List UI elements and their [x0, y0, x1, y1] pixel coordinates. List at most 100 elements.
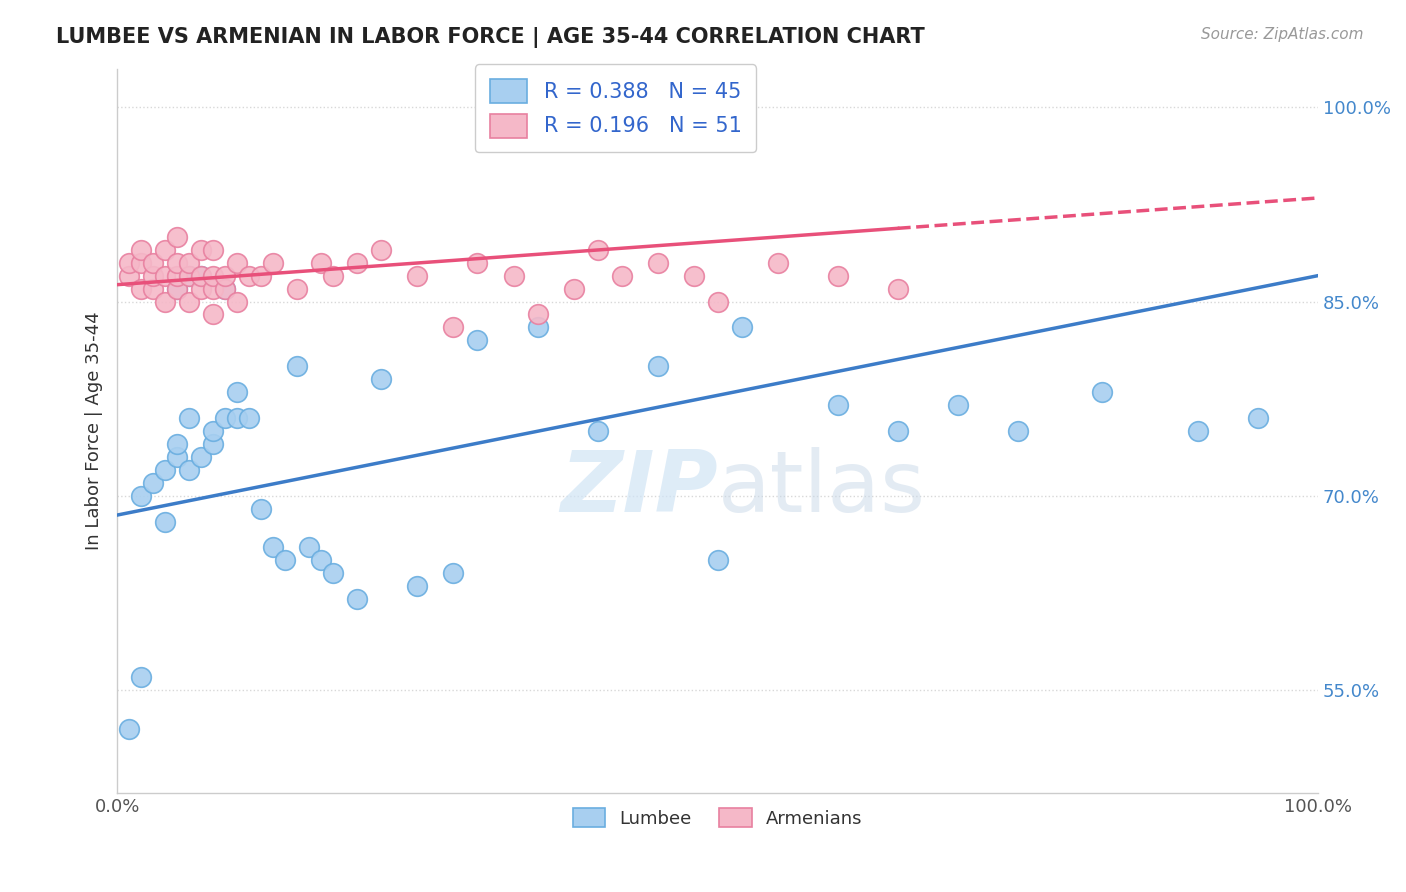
Point [118, 255, 141, 269]
Point [155, 268, 177, 283]
Point [129, 255, 152, 269]
Point [311, 553, 333, 567]
Point [202, 281, 225, 295]
Point [322, 566, 344, 581]
Point [202, 243, 225, 257]
Point [370, 243, 392, 257]
Point [179, 463, 201, 477]
Point [129, 281, 152, 295]
Point [946, 398, 969, 412]
Point [262, 541, 284, 555]
Point [190, 281, 212, 295]
Point [155, 294, 177, 309]
Point [298, 541, 321, 555]
Point [118, 722, 141, 736]
Point [179, 294, 201, 309]
Point [467, 334, 489, 348]
Point [129, 489, 152, 503]
Point [682, 268, 704, 283]
Point [502, 268, 524, 283]
Y-axis label: In Labor Force | Age 35-44: In Labor Force | Age 35-44 [86, 311, 103, 550]
Point [166, 281, 188, 295]
Text: ZIP: ZIP [560, 448, 717, 531]
Point [142, 281, 165, 295]
Point [226, 294, 249, 309]
Point [226, 255, 249, 269]
Point [166, 437, 188, 451]
Point [706, 553, 728, 567]
Point [647, 255, 669, 269]
Point [118, 268, 141, 283]
Point [250, 268, 273, 283]
Point [190, 243, 212, 257]
Point [226, 385, 249, 400]
Point [214, 281, 236, 295]
Point [202, 308, 225, 322]
Point [827, 268, 849, 283]
Point [586, 243, 609, 257]
Point [129, 243, 152, 257]
Point [526, 308, 548, 322]
Point [190, 268, 212, 283]
Point [322, 268, 344, 283]
Point [370, 372, 392, 386]
Point [285, 281, 308, 295]
Point [226, 411, 249, 425]
Point [214, 268, 236, 283]
Point [1187, 424, 1209, 438]
Point [887, 281, 910, 295]
Point [285, 359, 308, 374]
Point [1091, 385, 1114, 400]
Point [214, 411, 236, 425]
Point [526, 320, 548, 334]
Point [766, 255, 789, 269]
Point [166, 255, 188, 269]
Legend: Lumbee, Armenians: Lumbee, Armenians [565, 801, 870, 835]
Point [1007, 424, 1029, 438]
Point [887, 424, 910, 438]
Point [346, 592, 368, 607]
Point [179, 268, 201, 283]
Text: atlas: atlas [717, 448, 925, 531]
Point [467, 255, 489, 269]
Point [190, 268, 212, 283]
Point [706, 294, 728, 309]
Point [406, 268, 429, 283]
Point [155, 515, 177, 529]
Point [443, 320, 465, 334]
Point [166, 268, 188, 283]
Point [562, 281, 585, 295]
Point [166, 450, 188, 464]
Point [190, 450, 212, 464]
Text: Source: ZipAtlas.com: Source: ZipAtlas.com [1201, 27, 1364, 42]
Point [346, 255, 368, 269]
Point [238, 268, 260, 283]
Point [166, 281, 188, 295]
Point [406, 579, 429, 593]
Point [142, 255, 165, 269]
Point [250, 501, 273, 516]
Point [179, 255, 201, 269]
Point [827, 398, 849, 412]
Point [610, 268, 633, 283]
Point [142, 268, 165, 283]
Point [1247, 411, 1270, 425]
Point [179, 268, 201, 283]
Point [214, 281, 236, 295]
Point [311, 255, 333, 269]
Point [179, 411, 201, 425]
Point [443, 566, 465, 581]
Point [202, 437, 225, 451]
Point [262, 255, 284, 269]
Point [142, 475, 165, 490]
Point [647, 359, 669, 374]
Text: LUMBEE VS ARMENIAN IN LABOR FORCE | AGE 35-44 CORRELATION CHART: LUMBEE VS ARMENIAN IN LABOR FORCE | AGE … [56, 27, 925, 48]
Point [155, 243, 177, 257]
Point [166, 229, 188, 244]
Point [202, 424, 225, 438]
Point [202, 268, 225, 283]
Point [155, 463, 177, 477]
Point [731, 320, 754, 334]
Point [274, 553, 297, 567]
Point [129, 670, 152, 684]
